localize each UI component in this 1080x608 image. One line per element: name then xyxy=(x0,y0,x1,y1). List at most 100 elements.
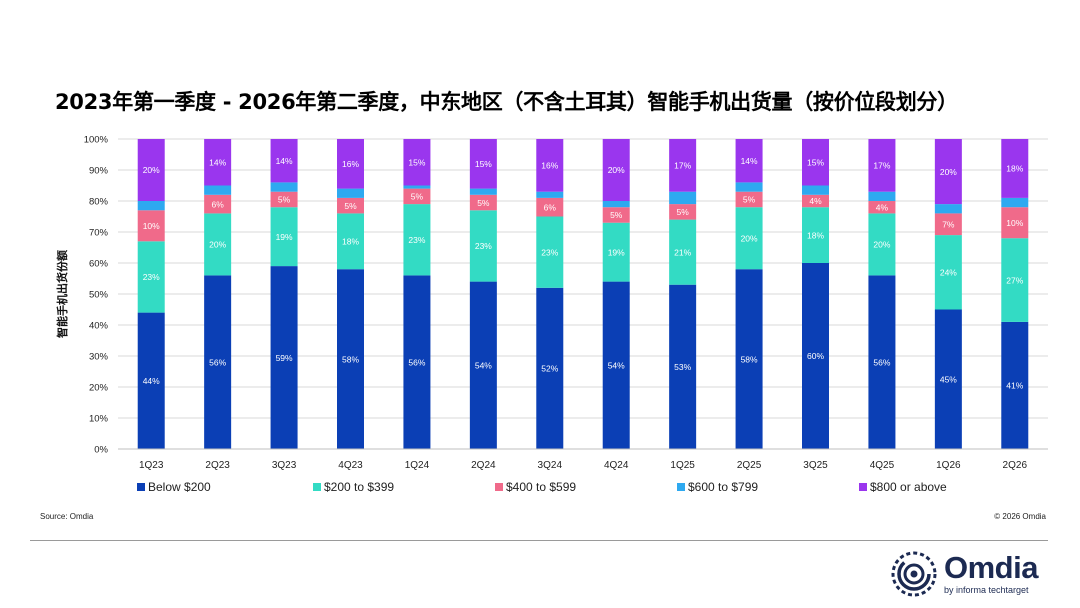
bar-segment xyxy=(868,213,896,276)
data-label: 18% xyxy=(807,230,824,240)
bar-stack-3Q25: 60% 18% 4% 15% xyxy=(802,139,829,449)
legend-item: $600 to $799 xyxy=(677,480,758,494)
x-tick-label: 3Q24 xyxy=(538,460,563,471)
bar-segment xyxy=(137,139,165,201)
omdia-spiral-icon xyxy=(891,551,937,597)
x-tick-label: 4Q23 xyxy=(338,460,363,471)
bar-stack-4Q25: 56% 20% 4% 17% xyxy=(868,139,896,449)
bar-segment xyxy=(669,191,697,205)
y-tick-label: 60% xyxy=(89,259,109,270)
data-label: 41% xyxy=(1006,381,1023,391)
y-tick-label: 30% xyxy=(89,352,109,363)
legend-item: $200 to $399 xyxy=(313,480,394,494)
data-label: 19% xyxy=(608,247,625,257)
legend-item: $800 or above xyxy=(859,480,947,494)
bar-segment xyxy=(204,139,232,186)
data-label: 53% xyxy=(674,362,691,372)
bar-segment xyxy=(1001,139,1029,198)
legend-label: $400 to $599 xyxy=(506,480,576,494)
x-tick-label: 1Q25 xyxy=(670,460,695,471)
y-tick-label: 0% xyxy=(94,445,108,456)
data-label: 58% xyxy=(342,354,359,364)
y-axis-ticks: 0% 10% 20% 30% 40% 50% 60% 70% 80% 90% 100% xyxy=(84,135,109,456)
data-label: 5% xyxy=(743,195,756,205)
data-label: 23% xyxy=(408,235,425,245)
bar-segment xyxy=(735,269,763,449)
data-label: 5% xyxy=(477,198,490,208)
bar-segment xyxy=(1001,238,1029,322)
data-label: 10% xyxy=(143,221,160,231)
data-label: 4% xyxy=(876,202,889,212)
omdia-logo: Omdia by informa techtarget xyxy=(888,548,1058,600)
data-label: 23% xyxy=(143,272,160,282)
bar-segment xyxy=(802,263,829,449)
bar-segment xyxy=(602,281,630,449)
data-label: 54% xyxy=(608,361,625,371)
data-label: 16% xyxy=(541,161,558,171)
data-label: 5% xyxy=(610,210,623,220)
bar-stack-2Q26: 41% 27% 10% 18% xyxy=(1001,139,1029,449)
bar-stack-2Q24: 54% 23% 5% 15% xyxy=(469,139,497,449)
y-tick-label: 10% xyxy=(89,414,109,425)
legend-swatch xyxy=(677,483,685,491)
bar-segment xyxy=(469,139,497,189)
bar-segment xyxy=(735,139,763,183)
data-label: 5% xyxy=(344,201,357,211)
bar-segment xyxy=(204,194,232,214)
data-label: 6% xyxy=(211,199,224,209)
bar-segment xyxy=(204,213,232,276)
data-label: 5% xyxy=(278,195,291,205)
data-label: 15% xyxy=(807,157,824,167)
logo-wordmark: Omdia xyxy=(944,550,1038,585)
data-label: 6% xyxy=(544,202,557,212)
bar-stack-2Q23: 56% 20% 6% 14% xyxy=(204,139,232,449)
data-label: 24% xyxy=(940,268,957,278)
bar-stack-4Q24: 54% 19% 5% 20% xyxy=(602,139,630,449)
data-label: 44% xyxy=(143,376,160,386)
bar-segment xyxy=(469,188,497,195)
bar-segment xyxy=(403,139,431,186)
data-label: 54% xyxy=(475,361,492,371)
bar-segment xyxy=(735,207,763,270)
legend-item: $400 to $599 xyxy=(495,480,576,494)
bar-segment xyxy=(735,182,763,192)
bar-segment xyxy=(602,139,630,201)
bar-segment xyxy=(669,139,697,192)
data-label: 20% xyxy=(940,167,957,177)
data-label: 23% xyxy=(475,241,492,251)
data-label: 45% xyxy=(940,374,957,384)
y-tick-label: 50% xyxy=(89,290,109,301)
data-label: 60% xyxy=(807,351,824,361)
legend-swatch xyxy=(137,483,145,491)
data-label: 21% xyxy=(674,247,691,257)
data-label: 14% xyxy=(741,156,758,166)
y-tick-label: 80% xyxy=(89,197,109,208)
source-note: Source: Omdia xyxy=(40,512,94,521)
data-label: 15% xyxy=(475,159,492,169)
bar-segment xyxy=(337,188,364,198)
bar-segment xyxy=(204,275,232,449)
logo-tagline: by informa techtarget xyxy=(944,585,1029,595)
bar-segment xyxy=(536,216,564,288)
legend-item: Below $200 xyxy=(137,480,211,494)
data-label: 23% xyxy=(541,247,558,257)
bar-segment xyxy=(270,191,298,208)
data-label: 20% xyxy=(873,240,890,250)
bar-segment xyxy=(1001,207,1029,239)
data-label: 14% xyxy=(209,157,226,167)
data-label: 14% xyxy=(276,156,293,166)
legend-label: $200 to $399 xyxy=(324,480,394,494)
bar-segment xyxy=(137,312,165,449)
bar-segment xyxy=(934,309,962,449)
x-tick-label: 2Q23 xyxy=(205,460,230,471)
bar-segment xyxy=(337,269,364,449)
bar-segment xyxy=(934,204,962,214)
bar-stack-2Q25: 58% 20% 5% 14% xyxy=(735,139,763,449)
bar-segment xyxy=(137,210,165,242)
bar-segment xyxy=(270,182,298,192)
data-label: 20% xyxy=(741,233,758,243)
bar-segment xyxy=(403,188,431,205)
bar-segment xyxy=(270,266,298,449)
bar-segment xyxy=(270,207,298,267)
y-tick-label: 100% xyxy=(84,135,109,146)
